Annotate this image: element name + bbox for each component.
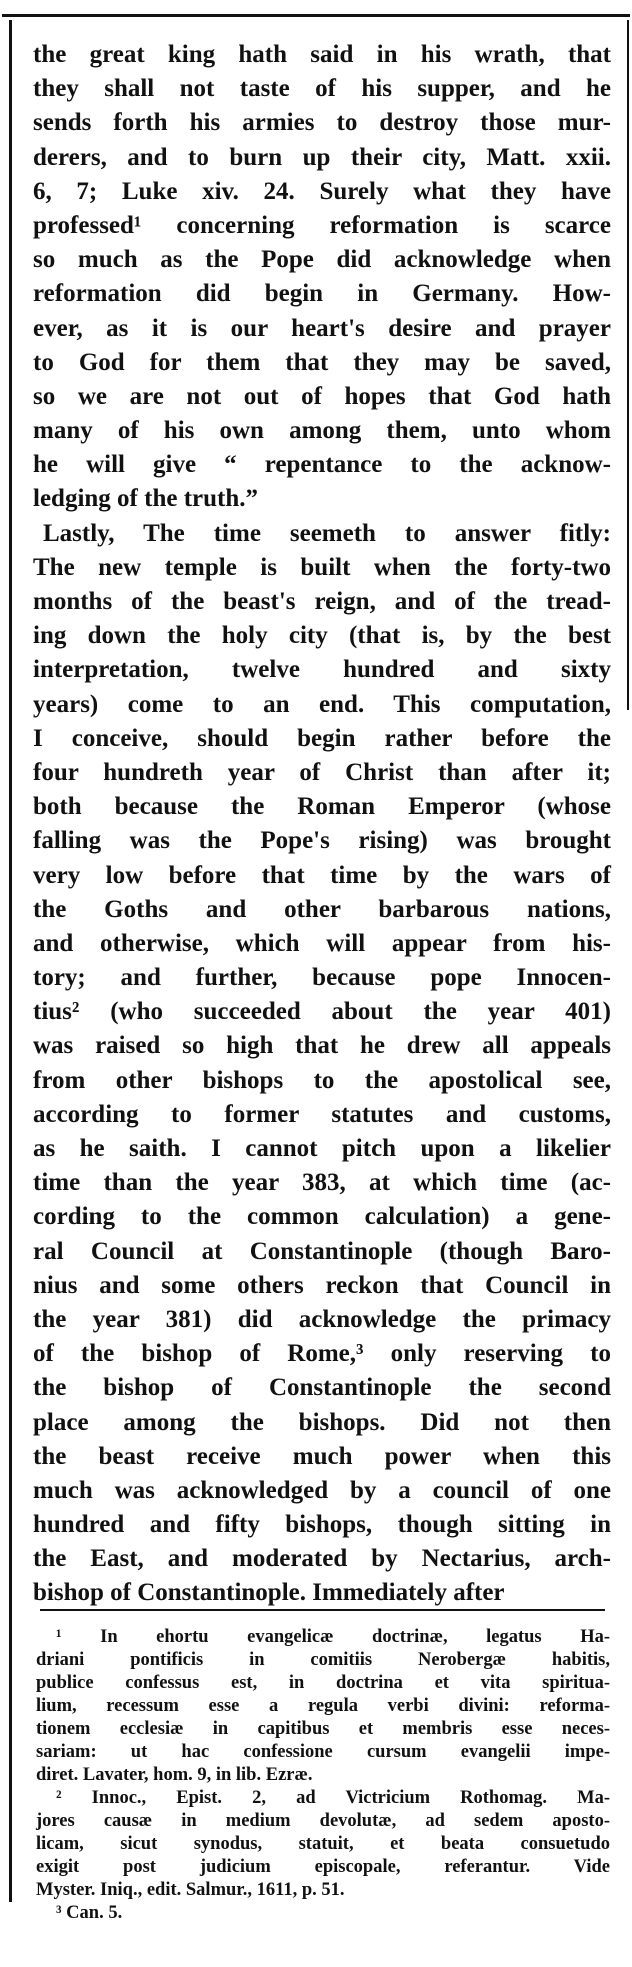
text-line: was raised so high that he drew all appe… xyxy=(33,1032,611,1060)
text-line: ledging of the truth.” xyxy=(33,485,258,513)
text-line: The new temple is built when the forty-t… xyxy=(33,553,611,581)
footnote-line: ¹ In ehortu evangelicæ doctrinæ, legatus… xyxy=(56,1627,610,1647)
text-line: from other bishops to the apostolical se… xyxy=(33,1066,611,1094)
text-line: hundred and fifty bishops, though sittin… xyxy=(33,1511,611,1539)
text-line: many of his own among them, unto whom xyxy=(33,417,611,445)
text-line: the East, and moderated by Nectarius, ar… xyxy=(33,1545,611,1573)
text-line: the beast receive much power when this xyxy=(33,1442,611,1470)
left-margin-rule xyxy=(9,20,12,1902)
text-line: of the bishop of Rome,³ only reserving t… xyxy=(33,1340,611,1368)
text-line: very low before that time by the wars of xyxy=(33,861,611,889)
footnote-separator xyxy=(40,1609,605,1611)
text-line: the bishop of Constantinople the second xyxy=(33,1374,611,1402)
text-line: they shall not taste of his supper, and … xyxy=(33,75,611,103)
text-line: so much as the Pope did acknowledge when xyxy=(33,246,611,274)
text-line: the Goths and other barbarous nations, xyxy=(33,895,611,923)
text-line: and otherwise, which will appear from hi… xyxy=(33,929,611,957)
footnote-line: ² Innoc., Epist. 2, ad Victricium Rothom… xyxy=(56,1788,610,1808)
text-line: Lastly, The time seemeth to answer fitly… xyxy=(43,519,611,547)
text-line: interpretation, twelve hundred and sixty xyxy=(33,656,611,684)
body-text: the great king hath said in his wrath, t… xyxy=(33,38,611,1611)
footnote-line: jores causæ in medium devolutæ, ad sedem… xyxy=(36,1811,610,1831)
text-line: so we are not out of hopes that God hath xyxy=(33,382,611,410)
footnote-line: tionem ecclesiæ in capitibus et membris … xyxy=(36,1719,610,1739)
footnote-line: licam, sicut synodus, statuit, et beata … xyxy=(36,1834,610,1854)
right-margin-rule xyxy=(627,20,629,710)
text-line: four hundreth year of Christ than after … xyxy=(33,758,611,786)
footnote-line: lium, recessum esse a regula verbi divin… xyxy=(36,1696,610,1716)
footnote-line: ³ Can. 5. xyxy=(56,1903,123,1923)
text-line: professed¹ concerning reformation is sca… xyxy=(33,211,611,239)
text-line: sends forth his armies to destroy those … xyxy=(33,109,611,137)
footnote-line: exigit post judicium episcopale, referan… xyxy=(36,1857,610,1877)
text-line: cording to the common calculation) a gen… xyxy=(33,1203,611,1231)
text-line: reformation did begin in Germany. How- xyxy=(33,280,611,308)
text-line: ever, as it is our heart's desire and pr… xyxy=(33,314,611,342)
text-line: derers, and to burn up their city, Matt.… xyxy=(33,143,611,171)
text-line: falling was the Pope's rising) was broug… xyxy=(33,827,611,855)
text-line: 6, 7; Luke xiv. 24. Surely what they hav… xyxy=(33,177,611,205)
text-line: ral Council at Constantinople (though Ba… xyxy=(33,1237,611,1265)
footnote-line: Myster. Iniq., edit. Salmur., 1611, p. 5… xyxy=(36,1880,345,1900)
footnote-line: diret. Lavater, hom. 9, in lib. Ezræ. xyxy=(36,1765,313,1785)
text-line: he will give “ repentance to the acknow- xyxy=(33,451,611,479)
text-line: months of the beast's reign, and of the … xyxy=(33,588,611,615)
text-line: the great king hath said in his wrath, t… xyxy=(33,41,611,68)
text-line: nius and some others reckon that Council… xyxy=(33,1271,611,1299)
text-line: to God for them that they may be saved, xyxy=(33,348,611,376)
text-line: time than the year 383, at which time (a… xyxy=(33,1169,611,1197)
text-line: the year 381) did acknowledge the primac… xyxy=(33,1305,611,1333)
footnote-line: publice confessus est, in doctrina et vi… xyxy=(36,1673,610,1693)
text-line: bishop of Constantinople. Immediately af… xyxy=(33,1579,505,1607)
footnote-line: sariam: ut hac confessione cursum evange… xyxy=(36,1742,610,1762)
footnote-line: driani pontificis in comitiis Nerobergæ … xyxy=(36,1650,610,1670)
text-line: place among the bishops. Did not then xyxy=(33,1408,611,1436)
text-line: I conceive, should begin rather before t… xyxy=(33,724,611,752)
text-line: ing down the holy city (that is, by the … xyxy=(33,622,611,650)
text-line: tory; and further, because pope Innocen- xyxy=(33,964,611,992)
footnotes: ¹ In ehortu evangelicæ doctrinæ, legatus… xyxy=(36,1626,610,1925)
text-line: according to former statutes and customs… xyxy=(33,1100,611,1128)
text-line: tius² (who succeeded about the year 401) xyxy=(33,998,611,1026)
top-rule xyxy=(2,14,630,17)
text-line: as he saith. I cannot pitch upon a likel… xyxy=(33,1135,611,1162)
text-line: years) come to an end. This computation, xyxy=(33,690,611,718)
text-line: much was acknowledged by a council of on… xyxy=(33,1476,611,1504)
text-line: both because the Roman Emperor (whose xyxy=(33,793,611,821)
